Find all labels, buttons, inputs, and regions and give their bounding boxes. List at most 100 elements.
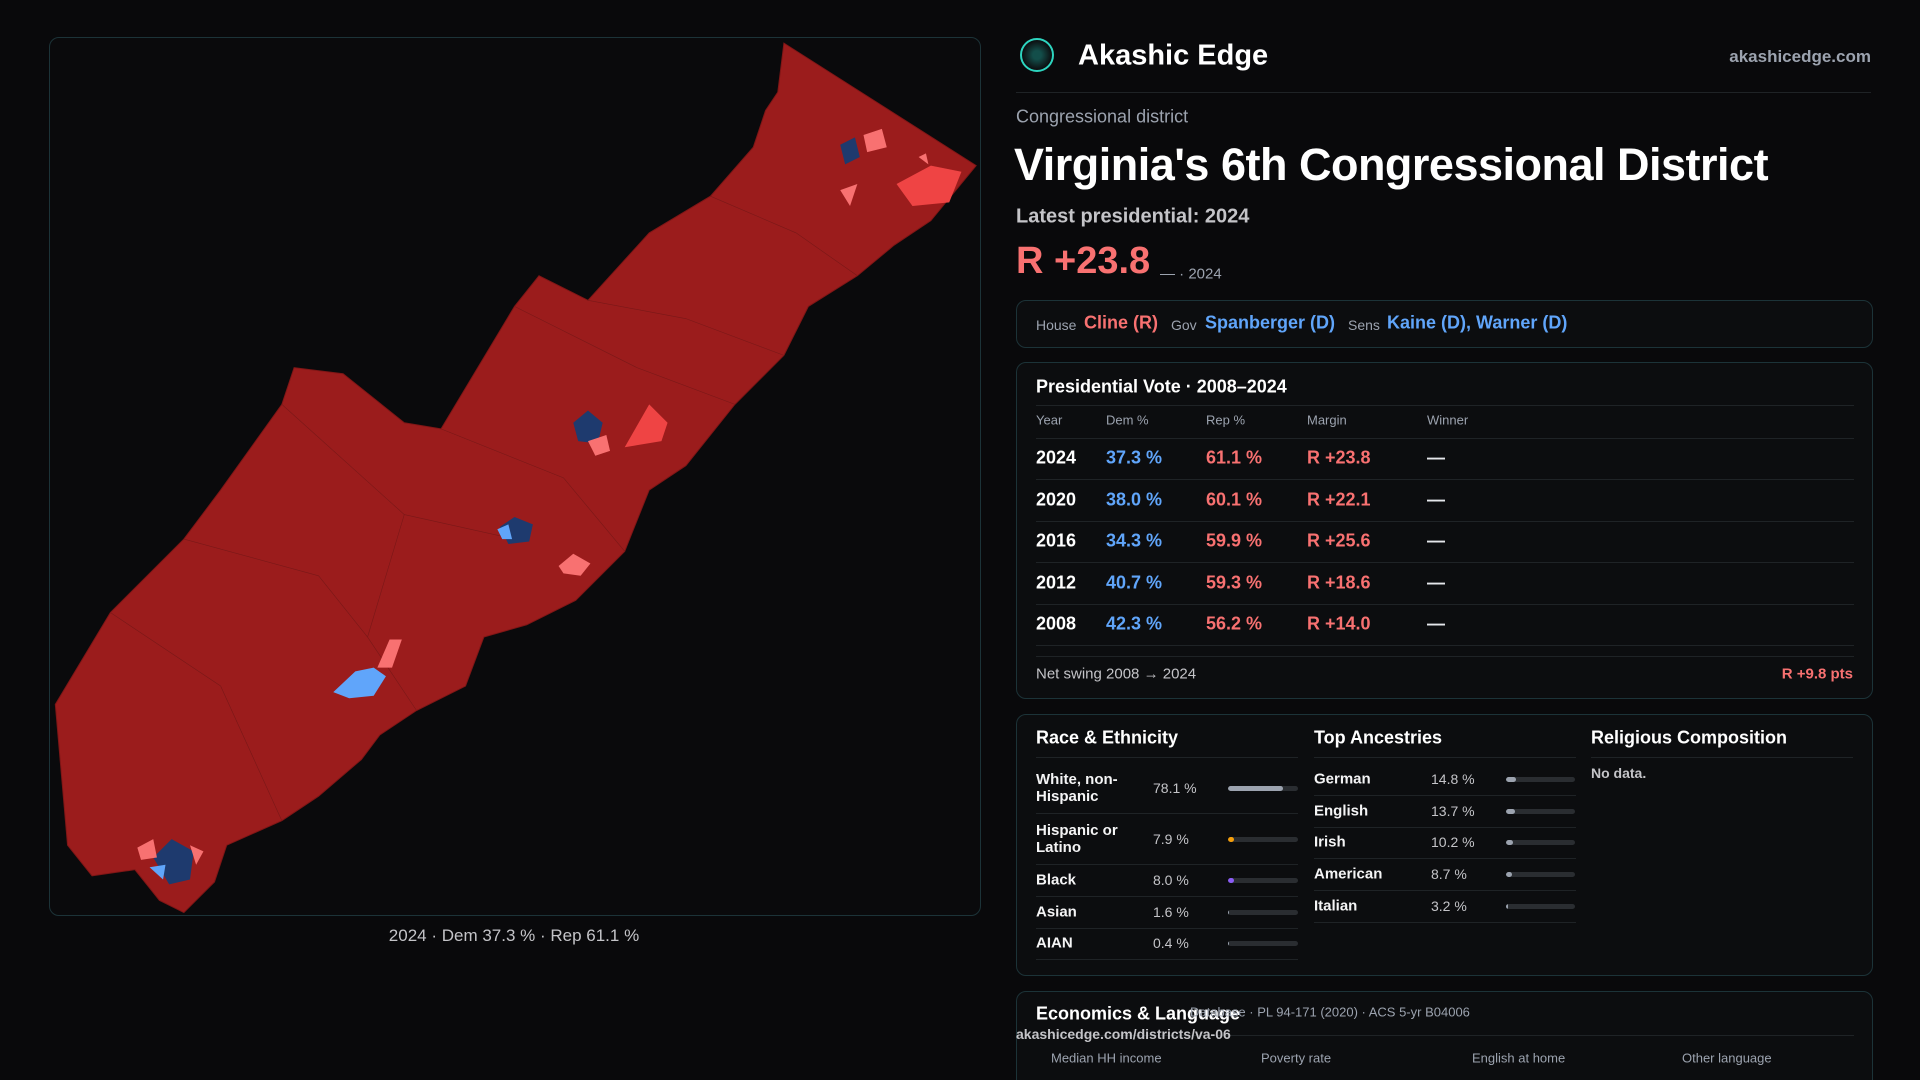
map-blob xyxy=(587,434,611,456)
table-cell: 34.3 % xyxy=(1106,530,1163,551)
table-cell: 2008 xyxy=(1036,613,1077,634)
official-name: Cline (R) xyxy=(1084,312,1158,333)
bar xyxy=(1506,777,1517,782)
divider xyxy=(1036,656,1854,657)
column-header: Year xyxy=(1036,412,1063,428)
race-value: 7.9 % xyxy=(1153,830,1189,847)
divider xyxy=(1036,521,1854,522)
bar-track xyxy=(1506,840,1575,845)
ancestry-title: Top Ancestries xyxy=(1314,727,1443,748)
ancestry-label: English xyxy=(1314,802,1369,820)
swing-value: R +9.8 pts xyxy=(1781,665,1853,683)
table-cell: R +25.6 xyxy=(1307,530,1371,551)
district-shape xyxy=(54,42,977,914)
ancestry-value: 8.7 % xyxy=(1431,865,1467,882)
table-title: Presidential Vote · 2008–2024 xyxy=(1036,376,1287,397)
divider xyxy=(1036,438,1854,439)
divider xyxy=(1036,928,1298,929)
divider xyxy=(1036,959,1298,960)
card xyxy=(1016,362,1873,699)
ancestry-value: 13.7 % xyxy=(1431,802,1475,819)
table-cell: 59.9 % xyxy=(1206,530,1263,551)
bar xyxy=(1228,878,1234,883)
table-cell: 37.3 % xyxy=(1106,447,1163,468)
official-role: Gov xyxy=(1171,316,1197,333)
bar-track xyxy=(1506,872,1575,877)
official-role: Sens xyxy=(1348,316,1380,333)
bar-track xyxy=(1506,904,1575,909)
ancestry-value: 14.8 % xyxy=(1431,770,1475,787)
divider xyxy=(1036,864,1298,865)
bar-track xyxy=(1228,837,1298,842)
table-cell: 61.1 % xyxy=(1206,447,1263,468)
bar-track xyxy=(1228,786,1298,791)
map-blob xyxy=(149,864,166,880)
bar-track xyxy=(1506,809,1575,814)
econ-metric: Median HH income xyxy=(1051,1050,1162,1066)
ancestry-value: 10.2 % xyxy=(1431,833,1475,850)
table-cell: 40.7 % xyxy=(1106,572,1163,593)
divider xyxy=(1036,757,1298,758)
table-cell: — xyxy=(1427,489,1445,510)
map-caption: 2024 · Dem 37.3 % · Rep 61.1 % xyxy=(388,926,640,946)
ancestry-label: Italian xyxy=(1314,897,1358,915)
divider xyxy=(1016,92,1871,93)
map-blob xyxy=(624,404,668,448)
map-blob xyxy=(558,553,591,576)
race-value: 78.1 % xyxy=(1153,779,1197,796)
county-lines xyxy=(110,195,858,821)
econ-title: Economics & Language xyxy=(1036,1003,1241,1024)
map-blob xyxy=(377,639,402,668)
race-label: Hispanic or Latino xyxy=(1036,821,1118,856)
column-header: Rep % xyxy=(1206,412,1246,428)
race-label: White, non-Hispanic xyxy=(1036,770,1118,805)
table-cell: 42.3 % xyxy=(1106,613,1163,634)
map-blob xyxy=(896,165,962,206)
bar-track xyxy=(1228,941,1298,946)
ancestry-value: 3.2 % xyxy=(1431,897,1467,914)
divider xyxy=(1314,922,1576,923)
divider xyxy=(1314,757,1576,758)
bar xyxy=(1506,872,1512,877)
table-cell: 59.3 % xyxy=(1206,572,1263,593)
map-blob xyxy=(840,128,929,206)
district-map xyxy=(54,42,977,914)
ancestry-label: American xyxy=(1314,865,1383,883)
official-name: Spanberger (D) xyxy=(1205,312,1336,333)
column-header: Margin xyxy=(1307,412,1347,428)
divider xyxy=(1036,604,1854,605)
race-value: 8.0 % xyxy=(1153,871,1189,888)
race-value: 0.4 % xyxy=(1153,934,1189,951)
table-cell: R +23.8 xyxy=(1307,447,1371,468)
bar xyxy=(1228,837,1234,842)
table-cell: 2016 xyxy=(1036,530,1077,551)
table-cell: — xyxy=(1427,530,1445,551)
table-cell: R +18.6 xyxy=(1307,572,1371,593)
footer-source: Database · PL 94-171 (2020) · ACS 5-yr B… xyxy=(1190,1004,1470,1020)
official-role: House xyxy=(1036,316,1077,333)
brand-site: akashicedge.com xyxy=(1729,47,1871,67)
bar-track xyxy=(1228,910,1298,915)
divider xyxy=(1036,479,1854,480)
econ-metric: Poverty rate xyxy=(1261,1050,1332,1066)
table-cell: R +14.0 xyxy=(1307,613,1371,634)
map-blob xyxy=(497,524,513,540)
logo xyxy=(1020,38,1054,72)
table-cell: — xyxy=(1427,613,1445,634)
column-header: Winner xyxy=(1427,412,1469,428)
religion-note: No data. xyxy=(1591,764,1647,781)
religion-title: Religious Composition xyxy=(1591,727,1787,748)
race-title: Race & Ethnicity xyxy=(1036,727,1179,748)
bar xyxy=(1228,910,1230,915)
kicker: Congressional district xyxy=(1016,106,1189,127)
map-blob xyxy=(137,839,204,865)
bar xyxy=(1506,904,1509,909)
table-cell: R +22.1 xyxy=(1307,489,1371,510)
map-blob xyxy=(840,137,860,165)
swing-label: Net swing 2008 → 2024 xyxy=(1036,665,1197,683)
divider xyxy=(1036,1035,1854,1036)
footer-url: akashicedge.com/districts/va-06 xyxy=(1016,1025,1231,1042)
bar-track xyxy=(1506,777,1575,782)
map-blob xyxy=(573,410,603,444)
